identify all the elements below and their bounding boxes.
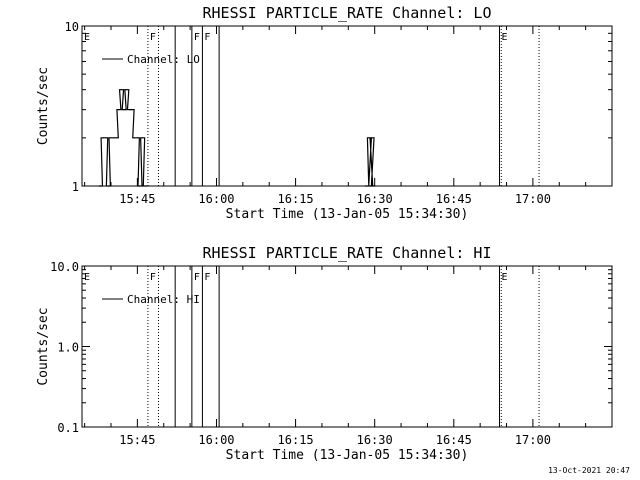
flag-label: E xyxy=(84,272,90,283)
data-point xyxy=(372,185,374,187)
flag-label: F xyxy=(150,272,156,283)
flag-label: E xyxy=(501,272,507,283)
flag-label: F xyxy=(150,32,156,43)
legend-label: Channel: LO xyxy=(127,53,200,66)
y-tick-label: 0.1 xyxy=(57,421,79,435)
data-point xyxy=(107,185,109,187)
data-point xyxy=(105,137,107,139)
y-axis-label: Counts/sec xyxy=(36,67,51,145)
data-point xyxy=(366,185,368,187)
x-axis-label: Start Time (13-Jan-05 15:34:30) xyxy=(226,448,469,463)
x-tick-label: 16:45 xyxy=(436,192,472,206)
x-tick-label: 16:30 xyxy=(357,433,393,447)
data-point xyxy=(118,109,120,111)
data-point xyxy=(368,137,371,139)
y-tick-label: 1.0 xyxy=(57,341,79,355)
x-tick-label: 16:15 xyxy=(278,433,314,447)
plot-frame xyxy=(81,25,613,187)
flag-label: F xyxy=(204,32,210,43)
plot-frame xyxy=(81,265,613,428)
flag-label: F xyxy=(194,272,200,283)
y-axis-label: Counts/sec xyxy=(36,307,51,385)
x-tick-label: 16:00 xyxy=(198,192,234,206)
y-tick-label: 10 xyxy=(65,20,79,34)
data-point xyxy=(120,89,123,91)
data-series-line xyxy=(98,89,376,187)
x-tick-label: 16:00 xyxy=(198,433,234,447)
x-tick-label: 15:45 xyxy=(119,192,155,206)
data-point xyxy=(142,137,144,139)
data-point xyxy=(110,137,112,139)
flag-label: F xyxy=(194,32,200,43)
data-point xyxy=(123,109,125,111)
data-point xyxy=(371,137,373,139)
data-point xyxy=(126,89,128,91)
x-axis-label: Start Time (13-Jan-05 15:34:30) xyxy=(226,207,469,222)
chart-title: RHESSI PARTICLE_RATE Channel: HI xyxy=(203,244,492,262)
data-point xyxy=(99,185,102,187)
data-point xyxy=(113,137,115,139)
y-tick-label: 10.0 xyxy=(50,260,79,274)
x-tick-label: 15:45 xyxy=(119,433,155,447)
flag-label: E xyxy=(501,32,507,43)
x-tick-label: 16:45 xyxy=(436,433,472,447)
chart-title: RHESSI PARTICLE_RATE Channel: LO xyxy=(203,4,492,22)
data-point xyxy=(136,137,138,139)
flag-label: F xyxy=(204,272,210,283)
data-point xyxy=(370,185,372,187)
data-point xyxy=(128,109,131,111)
data-point xyxy=(115,137,117,139)
x-tick-label: 16:30 xyxy=(357,192,393,206)
plot-timestamp: 13-Oct-2021 20:47 xyxy=(548,466,630,475)
data-point xyxy=(131,109,133,111)
x-tick-label: 17:00 xyxy=(515,192,551,206)
data-point xyxy=(139,185,141,187)
data-point xyxy=(102,137,104,139)
data-point xyxy=(144,185,146,187)
data-point xyxy=(134,137,136,139)
legend-label: Channel: HI xyxy=(127,293,200,306)
flag-label: E xyxy=(84,32,90,43)
x-tick-label: 16:15 xyxy=(278,192,314,206)
y-tick-label: 1 xyxy=(72,180,79,194)
x-tick-label: 17:00 xyxy=(515,433,551,447)
